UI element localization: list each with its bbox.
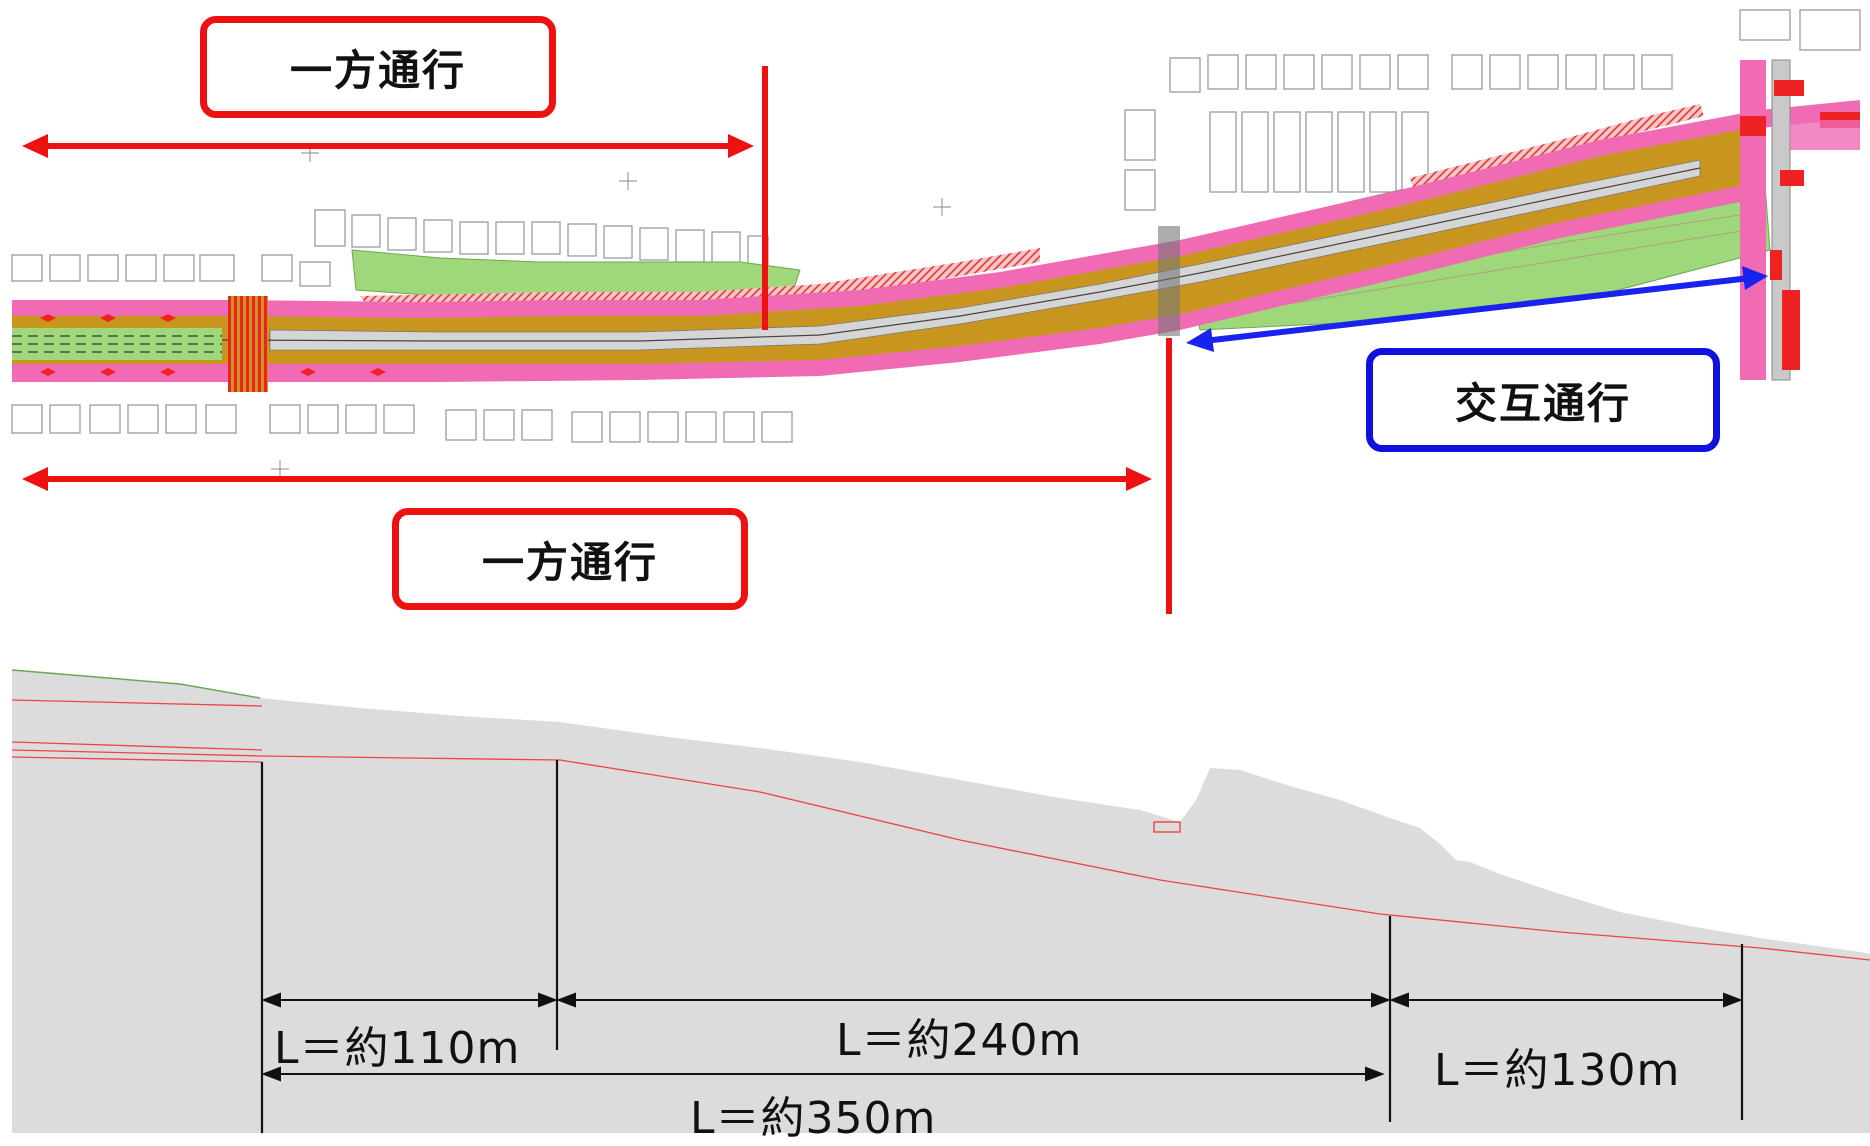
one-way-lower-arrow [22,467,1152,491]
dimension-arrow-240 [556,992,1391,1008]
dimension-label-110: L＝約110m [274,1023,521,1074]
terrain-section [12,670,1870,1133]
dimension-label-130: L＝約130m [1434,1045,1681,1096]
one-way-upper-label: 一方通行 [200,16,556,118]
longitudinal-profile [11,669,1870,1133]
dimension-arrow-350 [261,1066,1385,1082]
dimension-label-350: L＝約350m [690,1093,937,1144]
alternating-traffic-arrow [1186,266,1768,352]
alternating-traffic-label: 交互通行 [1366,348,1720,452]
one-way-upper-arrow [22,134,754,158]
dimension-arrow-110 [261,992,558,1008]
dimension-arrow-130 [1389,992,1743,1008]
plan-view [11,9,1861,614]
dimension-label-240: L＝約240m [836,1015,1083,1066]
one-way-lower-label: 一方通行 [392,508,748,610]
building-outlines [11,9,1861,443]
